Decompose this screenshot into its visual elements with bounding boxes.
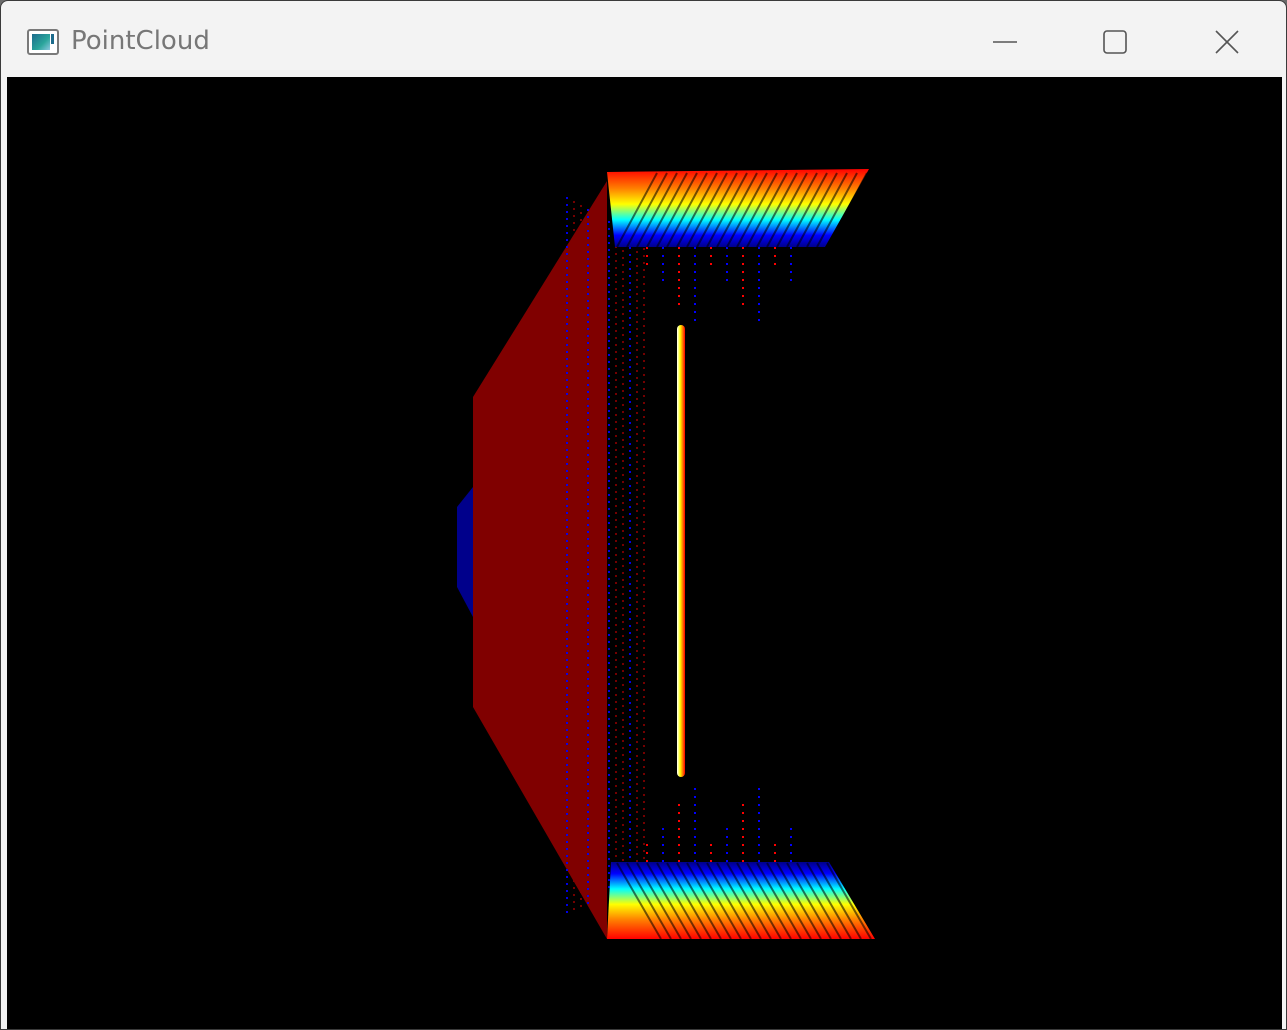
band-stripe-line [726,862,772,940]
app-window-icon [27,29,59,55]
close-button[interactable] [1197,17,1257,67]
band-stripe-line [796,172,838,248]
band-stripe-line [686,862,732,940]
maximize-button[interactable] [1085,17,1145,67]
band-stripe-line [866,172,908,248]
band-stripe-line [776,172,818,248]
band-stripe-line [656,172,698,248]
band-stripe-line [786,862,832,940]
band-stripe-line [736,862,782,940]
red-slab-region [473,181,607,939]
band-stripe-line [766,862,812,940]
band-stripe-line [616,172,658,248]
band-stripe-line [846,172,888,248]
close-icon [1215,30,1239,54]
band-stripe-line [636,172,678,248]
band-stripe-line [656,862,702,940]
blue-cap-region [457,487,473,617]
band-stripe-line [626,172,668,248]
band-stripe-line [856,172,898,248]
band-stripe-line [856,862,902,940]
band-stripe-line [806,862,852,940]
band-stripe-line [706,862,752,940]
band-stripe-line [676,172,718,248]
band-stripe-line [726,172,768,248]
window-title: PointCloud [71,26,210,56]
band-stripe-line [836,862,882,940]
band-stripe-line [826,862,872,940]
band-stripe-line [716,172,758,248]
minimize-icon [993,41,1017,43]
band-stripe-line [646,172,688,248]
band-stripe-line [746,862,792,940]
point-cloud-viewport[interactable] [7,77,1282,1029]
band-stripe-line [816,172,858,248]
band-stripe-line [756,862,802,940]
band-stripe-line [676,862,722,940]
band-stripe-line [636,862,682,940]
maximize-icon [1103,30,1127,54]
band-stripe-line [616,862,662,940]
band-stripe-line [766,172,808,248]
band-stripe-line [626,862,672,940]
band-stripe-line [786,172,828,248]
band-stripe-line [816,862,862,940]
band-stripe-line [846,862,892,940]
band-stripe-line [746,172,788,248]
band-stripe-line [696,862,742,940]
band-stripe-line [666,862,712,940]
band-stripe-line [646,862,692,940]
minimize-button[interactable] [975,17,1035,67]
band-stripe-line [776,862,822,940]
band-stripe-line [836,172,878,248]
bright-vertical-stripe [677,325,685,777]
band-stripe-line [806,172,848,248]
band-stripe-line [796,862,842,940]
band-stripe-line [686,172,728,248]
band-stripe-line [736,172,778,248]
band-stripe-line [706,172,748,248]
band-stripe-line [826,172,868,248]
title-bar[interactable]: PointCloud [7,7,1282,77]
band-stripe-line [756,172,798,248]
point-cloud-render [457,169,912,940]
band-stripe-line [696,172,738,248]
band-stripe-line [716,862,762,940]
band-stripe-line [666,172,708,248]
band-stripe-line [866,862,912,940]
